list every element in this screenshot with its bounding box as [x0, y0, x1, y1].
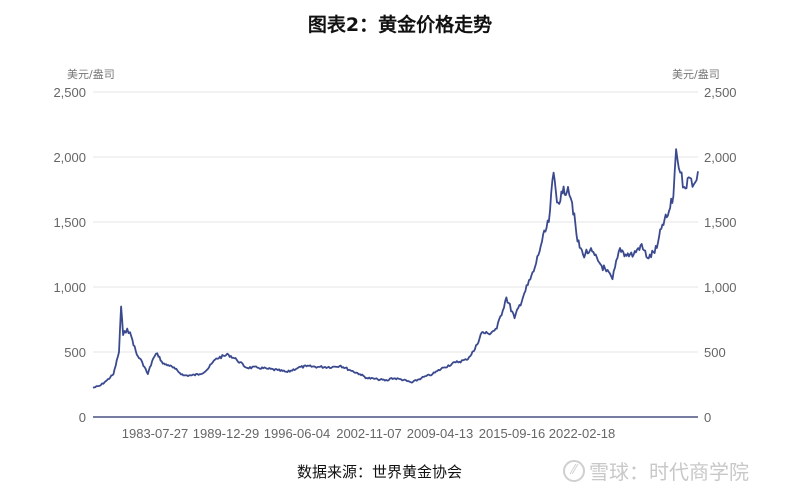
x-tick-label: 1989-12-29 [193, 426, 260, 441]
chart-title: 图表2：黄金价格走势 [307, 14, 493, 36]
x-tick-label: 1983-07-27 [122, 426, 189, 441]
x-tick-label: 2022-02-18 [549, 426, 616, 441]
x-axis: 1983-07-27 1989-12-29 1996-06-04 2002-11-07… [122, 426, 616, 441]
y-tick-label-right: 1,500 [704, 215, 737, 230]
y-axis-right: 0 500 1,000 1,500 2,000 2,500 [704, 85, 737, 425]
x-tick-label: 2002-11-07 [336, 426, 402, 441]
grid-lines [93, 91, 698, 353]
gold-price-line [92, 148, 699, 389]
y-tick-label-left: 0 [79, 410, 86, 425]
y-tick-label-left: 1,000 [53, 280, 86, 295]
x-tick-label: 2015-09-16 [479, 426, 546, 441]
y-tick-label-left: 500 [64, 345, 86, 360]
y-tick-label-right: 2,500 [704, 85, 737, 100]
watermark-text: 雪球：时代商学院 [589, 460, 749, 484]
x-tick-label: 2009-04-13 [407, 426, 474, 441]
data-source: 数据来源：世界黄金协会 [297, 463, 463, 481]
y-axis-unit-left: 美元/盎司 [67, 68, 115, 81]
y-tick-label-right: 2,000 [704, 150, 737, 165]
y-tick-label-left: 2,500 [53, 85, 86, 100]
x-tick-label: 1996-06-04 [264, 426, 331, 441]
y-tick-label-right: 1,000 [704, 280, 737, 295]
watermark: ⁄⁄ 雪球：时代商学院 [563, 456, 749, 485]
y-tick-label-left: 2,000 [53, 150, 86, 165]
y-axis-left: 0 500 1,000 1,500 2,000 2,500 [53, 85, 86, 425]
y-tick-label-right: 500 [704, 345, 726, 360]
y-tick-label-right: 0 [704, 410, 711, 425]
xueqiu-logo-icon: ⁄⁄ [563, 459, 585, 482]
y-tick-label-left: 1,500 [53, 215, 86, 230]
y-axis-unit-right: 美元/盎司 [672, 68, 720, 81]
